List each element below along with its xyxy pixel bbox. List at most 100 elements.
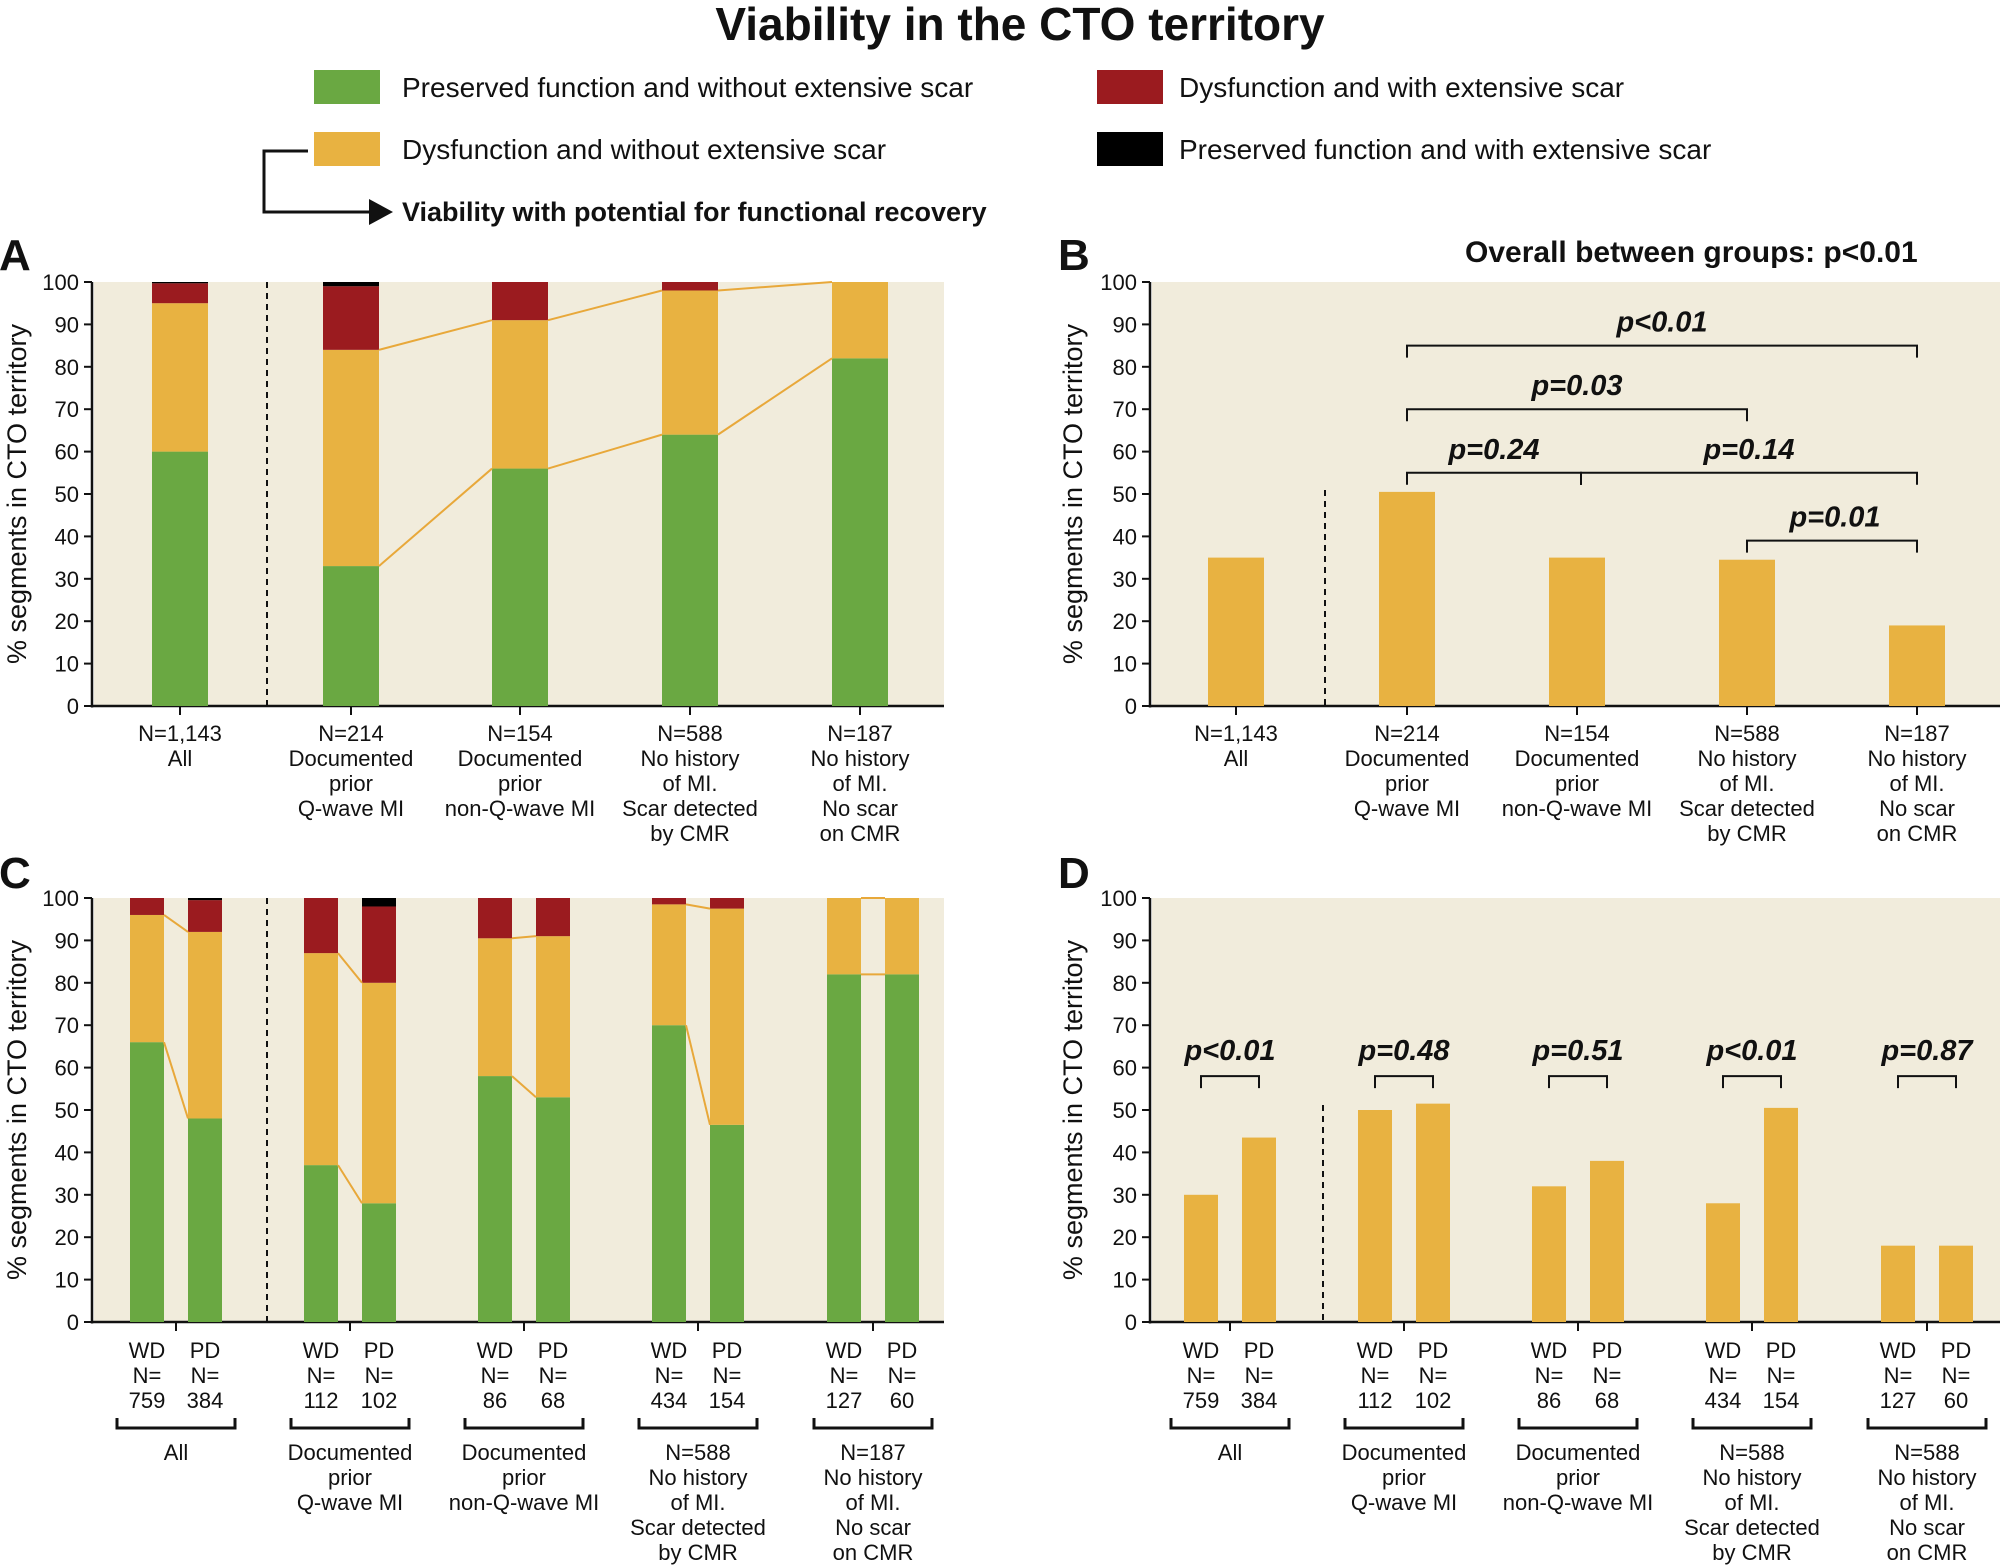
y-tick-label: 60 — [55, 1056, 79, 1081]
y-tick-label: 50 — [55, 482, 79, 507]
p-value-label: p=0.48 — [1357, 1035, 1450, 1067]
group-bracket — [1169, 1418, 1291, 1430]
p-value-label: p=0.01 — [1788, 502, 1880, 534]
legend-label-black: Preserved function and with extensive sc… — [1179, 134, 1711, 165]
plot-background — [94, 898, 944, 1322]
bar — [1184, 1194, 1218, 1322]
bar — [1881, 1245, 1915, 1322]
legend-label-green: Preserved function and without extensive… — [402, 72, 973, 103]
category-label: Documented — [289, 746, 414, 771]
category-label: N=1,143 — [1194, 721, 1278, 746]
p-value-label: p=0.14 — [1702, 434, 1794, 466]
bar-label: N= — [1245, 1363, 1274, 1388]
y-tick-label: 20 — [55, 1225, 79, 1250]
bar-segment-dysfunction-scar — [362, 906, 396, 983]
bar-segment-dysfunction-scar — [536, 898, 570, 937]
bar-label: 102 — [1415, 1388, 1452, 1413]
panel-label-d: D — [1058, 849, 1090, 898]
legend-swatch-green — [314, 70, 380, 104]
bar-segment-preserved-scar — [188, 898, 222, 901]
y-tick-label: 70 — [1113, 397, 1137, 422]
connector-line — [163, 914, 189, 933]
y-tick-label: 70 — [1113, 1013, 1137, 1038]
y-tick-label: 80 — [1113, 355, 1137, 380]
bar-segment-preserved-no-scar — [478, 1076, 512, 1322]
bar-label: N= — [830, 1363, 859, 1388]
bar-segment-preserved-no-scar — [885, 974, 919, 1322]
group-label: Documented — [1342, 1440, 1467, 1465]
bar-label: N= — [1942, 1363, 1971, 1388]
bar-segment-dysfunction-scar — [652, 898, 686, 905]
bar-label: N= — [481, 1363, 510, 1388]
group-bracket — [1691, 1418, 1813, 1430]
bar-label: WD — [1880, 1338, 1917, 1363]
group-label: on CMR — [1887, 1540, 1968, 1565]
bar-label: 60 — [890, 1388, 914, 1413]
y-tick-label: 80 — [55, 971, 79, 996]
bar-label: PD — [1592, 1338, 1623, 1363]
bar-segment-preserved-no-scar — [832, 358, 888, 706]
bar-label: N= — [1593, 1363, 1622, 1388]
y-tick-label: 10 — [1113, 1268, 1137, 1293]
group-label: prior — [502, 1465, 546, 1490]
group-label: Documented — [462, 1440, 587, 1465]
group-label: No history — [1877, 1465, 1976, 1490]
legend-arrow-line — [262, 149, 372, 214]
legend-label-orange: Dysfunction and without extensive scar — [402, 134, 886, 165]
bar-segment-preserved-no-scar — [304, 1165, 338, 1322]
group-bracket — [1343, 1418, 1465, 1430]
category-label: Documented — [1345, 746, 1470, 771]
category-label: All — [168, 746, 192, 771]
bar-segment-preserved-no-scar — [536, 1097, 570, 1322]
bar-label: N= — [133, 1363, 162, 1388]
p-value-label: p=0.51 — [1531, 1035, 1623, 1067]
category-label: N=214 — [318, 721, 383, 746]
category-label: No history — [810, 746, 909, 771]
bar-label: 102 — [361, 1388, 398, 1413]
group-label: Documented — [288, 1440, 413, 1465]
figure-title: Viability in the CTO territory — [715, 0, 1325, 50]
p-value-label: p=0.24 — [1447, 434, 1539, 466]
group-label: by CMR — [658, 1540, 737, 1565]
y-tick-label: 70 — [55, 1013, 79, 1038]
y-axis-label: % segments in CTO territory — [2, 939, 32, 1280]
bar-label: 68 — [1595, 1388, 1619, 1413]
bar-label: 68 — [541, 1388, 565, 1413]
bar-label: PD — [364, 1338, 395, 1363]
bar-segment-preserved-no-scar — [362, 1203, 396, 1322]
bar — [1764, 1107, 1798, 1322]
bar-label: 60 — [1944, 1388, 1968, 1413]
bar-segment-dysfunction-scar — [492, 282, 548, 321]
p-value-label: p=0.87 — [1880, 1035, 1974, 1067]
y-tick-label: 0 — [1125, 694, 1137, 719]
y-tick-label: 40 — [55, 524, 79, 549]
bar-label: 86 — [483, 1388, 507, 1413]
bar-label: N= — [1361, 1363, 1390, 1388]
y-tick-label: 90 — [1113, 928, 1137, 953]
bar-label: 434 — [651, 1388, 688, 1413]
category-label: by CMR — [1707, 821, 1786, 846]
y-tick-label: 50 — [1113, 1098, 1137, 1123]
connector-line — [717, 281, 833, 292]
bar-label: PD — [190, 1338, 221, 1363]
legend-swatch-black — [1097, 132, 1163, 166]
significance-bracket — [1406, 408, 1748, 422]
p-value-label: p<0.01 — [1705, 1035, 1797, 1067]
group-bracket — [289, 1418, 411, 1430]
bar-segment-preserved-no-scar — [188, 1118, 222, 1322]
category-label: No history — [1867, 746, 1966, 771]
bar-label: 384 — [187, 1388, 224, 1413]
connector-line — [685, 903, 711, 910]
y-tick-label: 60 — [55, 440, 79, 465]
group-label: prior — [1382, 1465, 1426, 1490]
bar — [1590, 1160, 1624, 1322]
bar — [1889, 625, 1945, 706]
group-label: Scar detected — [630, 1515, 766, 1540]
connector-line — [717, 357, 833, 436]
legend-arrow-head — [369, 199, 393, 225]
bar-segment-dysfunction-scar — [323, 286, 379, 350]
y-axis-label: % segments in CTO territory — [1058, 939, 1088, 1280]
group-label: No history — [823, 1465, 922, 1490]
bar-segment-dysfunction-no-scar — [130, 914, 164, 1043]
